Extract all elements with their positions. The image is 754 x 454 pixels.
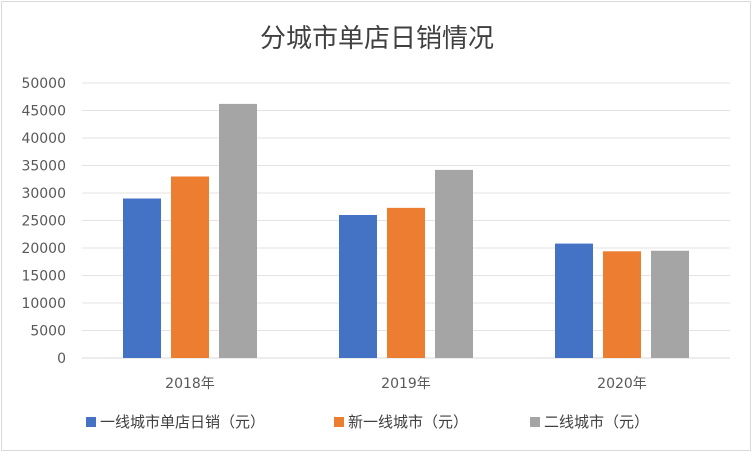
y-tick-label: 25000 bbox=[21, 214, 66, 230]
y-tick-label: 0 bbox=[57, 351, 66, 367]
legend-swatch bbox=[86, 417, 96, 427]
x-tick-label: 2018年 bbox=[165, 376, 215, 392]
y-tick-label: 15000 bbox=[21, 269, 66, 285]
legend-swatch bbox=[530, 417, 540, 427]
x-axis-ticks: 2018年 2019年 2020年 bbox=[165, 376, 647, 392]
bar bbox=[171, 176, 209, 358]
y-tick-label: 50000 bbox=[21, 76, 66, 92]
y-axis-ticks: 0 5000 10000 15000 20000 25000 30000 35000 40000… bbox=[21, 76, 66, 367]
y-tick-label: 20000 bbox=[21, 241, 66, 257]
bar bbox=[339, 215, 377, 358]
y-tick-label: 35000 bbox=[21, 159, 66, 175]
y-tick-label: 30000 bbox=[21, 186, 66, 202]
bar bbox=[603, 251, 641, 358]
x-tick-label: 2020年 bbox=[597, 376, 647, 392]
legend-label: 一线城市单店日销（元） bbox=[100, 413, 265, 431]
bars bbox=[123, 103, 689, 359]
legend-label: 新一线城市（元） bbox=[348, 413, 468, 431]
bar bbox=[219, 103, 257, 359]
bar bbox=[651, 250, 689, 358]
bar bbox=[123, 198, 161, 358]
legend: 一线城市单店日销（元） 新一线城市（元） 二线城市（元） bbox=[86, 413, 649, 431]
y-tick-label: 5000 bbox=[30, 324, 66, 340]
y-tick-label: 10000 bbox=[21, 296, 66, 312]
bar bbox=[435, 169, 473, 358]
chart-title: 分城市单店日销情况 bbox=[260, 24, 494, 54]
y-tick-label: 40000 bbox=[21, 131, 66, 147]
legend-swatch bbox=[334, 417, 344, 427]
legend-label: 二线城市（元） bbox=[544, 413, 649, 431]
bar bbox=[387, 207, 425, 358]
x-tick-label: 2019年 bbox=[381, 376, 431, 392]
bar bbox=[555, 243, 593, 358]
y-tick-label: 45000 bbox=[21, 104, 66, 120]
